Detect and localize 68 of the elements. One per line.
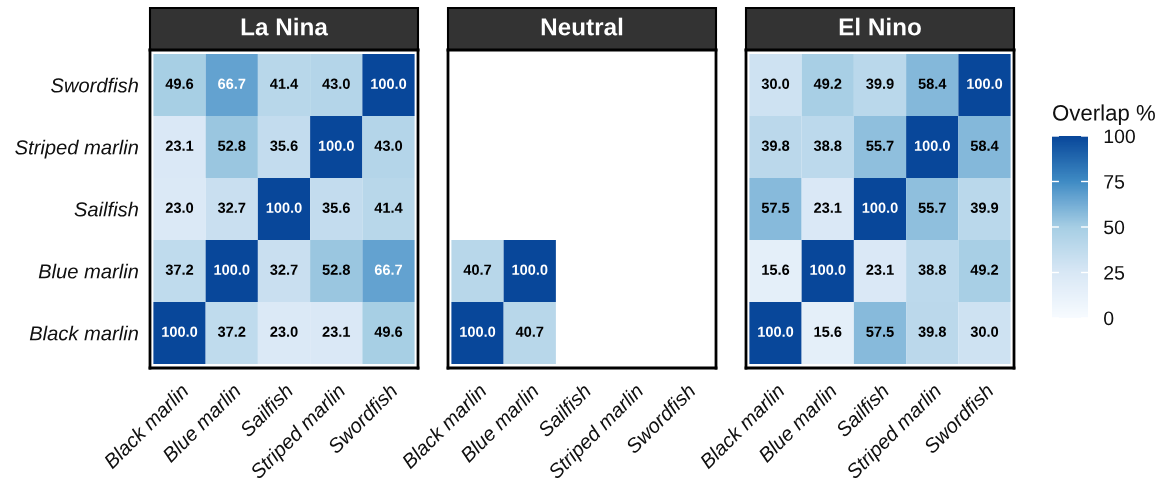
data-label: 100.0: [758, 326, 794, 337]
data-label: 100.0: [512, 264, 548, 275]
data-label: 30.0: [761, 78, 790, 89]
data-label: 100.0: [460, 326, 496, 337]
data-label: 52.8: [218, 140, 246, 151]
data-label: 35.6: [270, 140, 298, 151]
data-label: 49.6: [374, 326, 403, 337]
data-label: 100.0: [914, 140, 950, 151]
data-label: 30.0: [970, 326, 999, 337]
data-label: 40.7: [463, 264, 492, 275]
data-label: 66.7: [218, 78, 246, 89]
data-label: 23.0: [165, 202, 194, 213]
y-tick-label: Blue marlin: [38, 263, 138, 279]
data-label: 43.0: [322, 78, 350, 89]
data-label: 49.2: [813, 78, 842, 89]
data-label: 32.7: [270, 264, 298, 275]
data-label: 15.6: [814, 326, 842, 337]
color-bar-title: Overlap %: [1053, 104, 1155, 126]
color-bar-label: 25: [1104, 265, 1125, 280]
color-bar-label: 100: [1104, 129, 1135, 144]
y-tick-label: Swordfish: [51, 77, 138, 93]
data-label: 39.9: [970, 202, 999, 213]
data-label: 100.0: [371, 78, 407, 89]
data-label: 23.1: [165, 140, 194, 151]
data-label: 41.4: [374, 202, 403, 213]
data-label: 55.7: [866, 140, 894, 151]
color-bar-label: 0: [1104, 311, 1114, 326]
data-label: 66.7: [374, 264, 403, 275]
data-label: 38.8: [918, 264, 946, 275]
data-label: 58.4: [918, 78, 947, 89]
data-label: 23.1: [866, 264, 894, 275]
chart-title: Neutral: [541, 17, 623, 36]
data-label: 100.0: [810, 264, 846, 275]
data-label: 39.8: [761, 140, 790, 151]
data-label: 39.8: [918, 326, 946, 337]
data-label: 15.6: [762, 264, 790, 275]
data-label: 49.2: [970, 264, 999, 275]
data-label: 37.2: [217, 326, 246, 337]
data-label: 49.6: [165, 78, 194, 89]
color-bar-label: 75: [1104, 175, 1125, 189]
data-label: 100.0: [862, 202, 898, 213]
data-label: 100.0: [162, 326, 198, 337]
data-label: 100.0: [214, 264, 250, 275]
chart-title: La Nina: [241, 17, 329, 36]
data-label: 23.0: [270, 326, 298, 337]
data-label: 39.9: [866, 78, 894, 89]
data-label: 58.4: [970, 140, 999, 151]
y-tick-label: Black marlin: [29, 325, 138, 341]
data-label: 57.5: [866, 326, 894, 337]
data-label: 57.5: [761, 202, 790, 213]
data-label: 37.2: [165, 264, 194, 275]
data-label: 52.8: [322, 264, 350, 275]
data-label: 100.0: [967, 78, 1003, 89]
color-bar-label: 50: [1104, 220, 1125, 235]
data-label: 100.0: [266, 202, 302, 213]
data-label: 40.7: [515, 326, 544, 337]
data-label: 100.0: [318, 140, 354, 151]
data-label: 23.1: [814, 202, 842, 213]
data-label: 38.8: [813, 140, 842, 151]
data-label: 32.7: [217, 202, 246, 213]
data-label: 35.6: [322, 202, 350, 213]
data-label: 55.7: [918, 202, 946, 213]
y-tick-label: Sailfish: [74, 201, 138, 217]
chart-title: El Nino: [839, 17, 921, 36]
data-label: 41.4: [270, 78, 299, 89]
y-tick-label: Striped marlin: [15, 139, 138, 159]
data-label: 23.1: [322, 326, 351, 337]
data-label: 43.0: [374, 140, 403, 151]
